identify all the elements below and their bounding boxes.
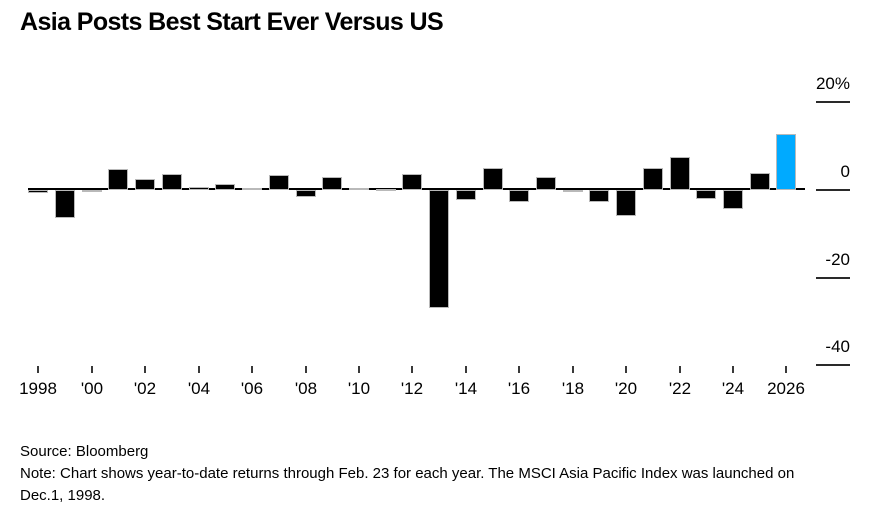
x-tick-label-1998: 1998: [19, 379, 57, 398]
note-text: Note: Chart shows year-to-date returns t…: [20, 465, 795, 504]
bar-2014: [456, 190, 476, 200]
bar-2005: [215, 184, 235, 190]
x-tick-2014: [465, 366, 467, 373]
x-tick-2016: [518, 366, 520, 373]
x-tick-label-2016: '16: [507, 379, 531, 398]
y-tick-label-20: 20%: [815, 74, 850, 93]
bar-2003: [162, 174, 182, 190]
bar-2000: [82, 190, 102, 192]
x-tick-label-2000: '00: [80, 379, 104, 398]
bar-2013: [429, 190, 449, 308]
x-tick-2010: [358, 366, 360, 373]
y-tick-dash-20: [816, 101, 850, 103]
x-tick-label-2010: '10: [347, 379, 371, 398]
x-tick-label-2022: '22: [668, 379, 692, 398]
x-tick-2026: [785, 366, 787, 373]
bar-1998: [28, 190, 48, 193]
x-tick-label-2018: '18: [561, 379, 585, 398]
bar-2021: [643, 168, 663, 190]
y-tick-dash--20: [816, 277, 850, 279]
bar-2012: [402, 174, 422, 190]
x-tick-label-2008: '08: [294, 379, 318, 398]
x-tick-label-2020: '20: [614, 379, 638, 398]
bar-2004: [189, 187, 209, 190]
x-tick-2002: [144, 366, 146, 373]
x-tick-2012: [411, 366, 413, 373]
x-tick-label-2006: '06: [240, 379, 264, 398]
x-tick-1998: [37, 366, 39, 373]
x-tick-2024: [732, 366, 734, 373]
x-tick-label-2002: '02: [133, 379, 157, 398]
bar-1999: [55, 190, 75, 218]
x-tick-label-2014: '14: [454, 379, 478, 398]
bar-2011: [376, 189, 396, 191]
bar-2016: [509, 190, 529, 202]
y-tick-label--20: -20: [825, 250, 850, 269]
bar-2022: [670, 157, 690, 190]
chart-footer: Source: Bloomberg Note: Chart shows year…: [20, 441, 820, 507]
bar-2009: [322, 177, 342, 190]
x-tick-2006: [251, 366, 253, 373]
x-tick-label-2004: '04: [187, 379, 211, 398]
bar-2006: [242, 188, 262, 190]
x-tick-2018: [572, 366, 574, 373]
bar-2023: [696, 190, 716, 199]
x-tick-label-2024: '24: [721, 379, 745, 398]
bar-2018: [563, 190, 583, 192]
bar-2019: [589, 190, 609, 202]
bar-chart: 20% 0 -20 -40 1998 '00 '02 '04 '06 '08 '10 '12 '14 '1…: [19, 74, 850, 398]
x-tick-label-2026: 2026: [767, 379, 805, 398]
x-tick-2000: [91, 366, 93, 373]
source-text: Source: Bloomberg: [20, 443, 149, 460]
bar-2010: [349, 188, 369, 190]
bar-2001: [108, 169, 128, 190]
y-tick-label--40: -40: [825, 337, 850, 356]
bar-2020: [616, 190, 636, 216]
bar-2008: [296, 190, 316, 197]
y-tick-label-0: 0: [840, 162, 850, 181]
x-tick-label-2012: '12: [400, 379, 424, 398]
bar-2025: [750, 173, 770, 190]
bar-2017: [536, 177, 556, 190]
y-tick-dash--40: [816, 364, 850, 366]
bar-2024: [723, 190, 743, 209]
x-tick-2004: [198, 366, 200, 373]
x-tick-2008: [305, 366, 307, 373]
bar-2002: [135, 179, 155, 190]
bar-2026: [776, 134, 796, 190]
bar-2015: [483, 168, 503, 190]
y-tick-dash-0: [816, 189, 850, 191]
bar-2007: [269, 175, 289, 190]
x-tick-2020: [625, 366, 627, 373]
chart-title: Asia Posts Best Start Ever Versus US: [20, 8, 444, 36]
x-tick-2022: [679, 366, 681, 373]
